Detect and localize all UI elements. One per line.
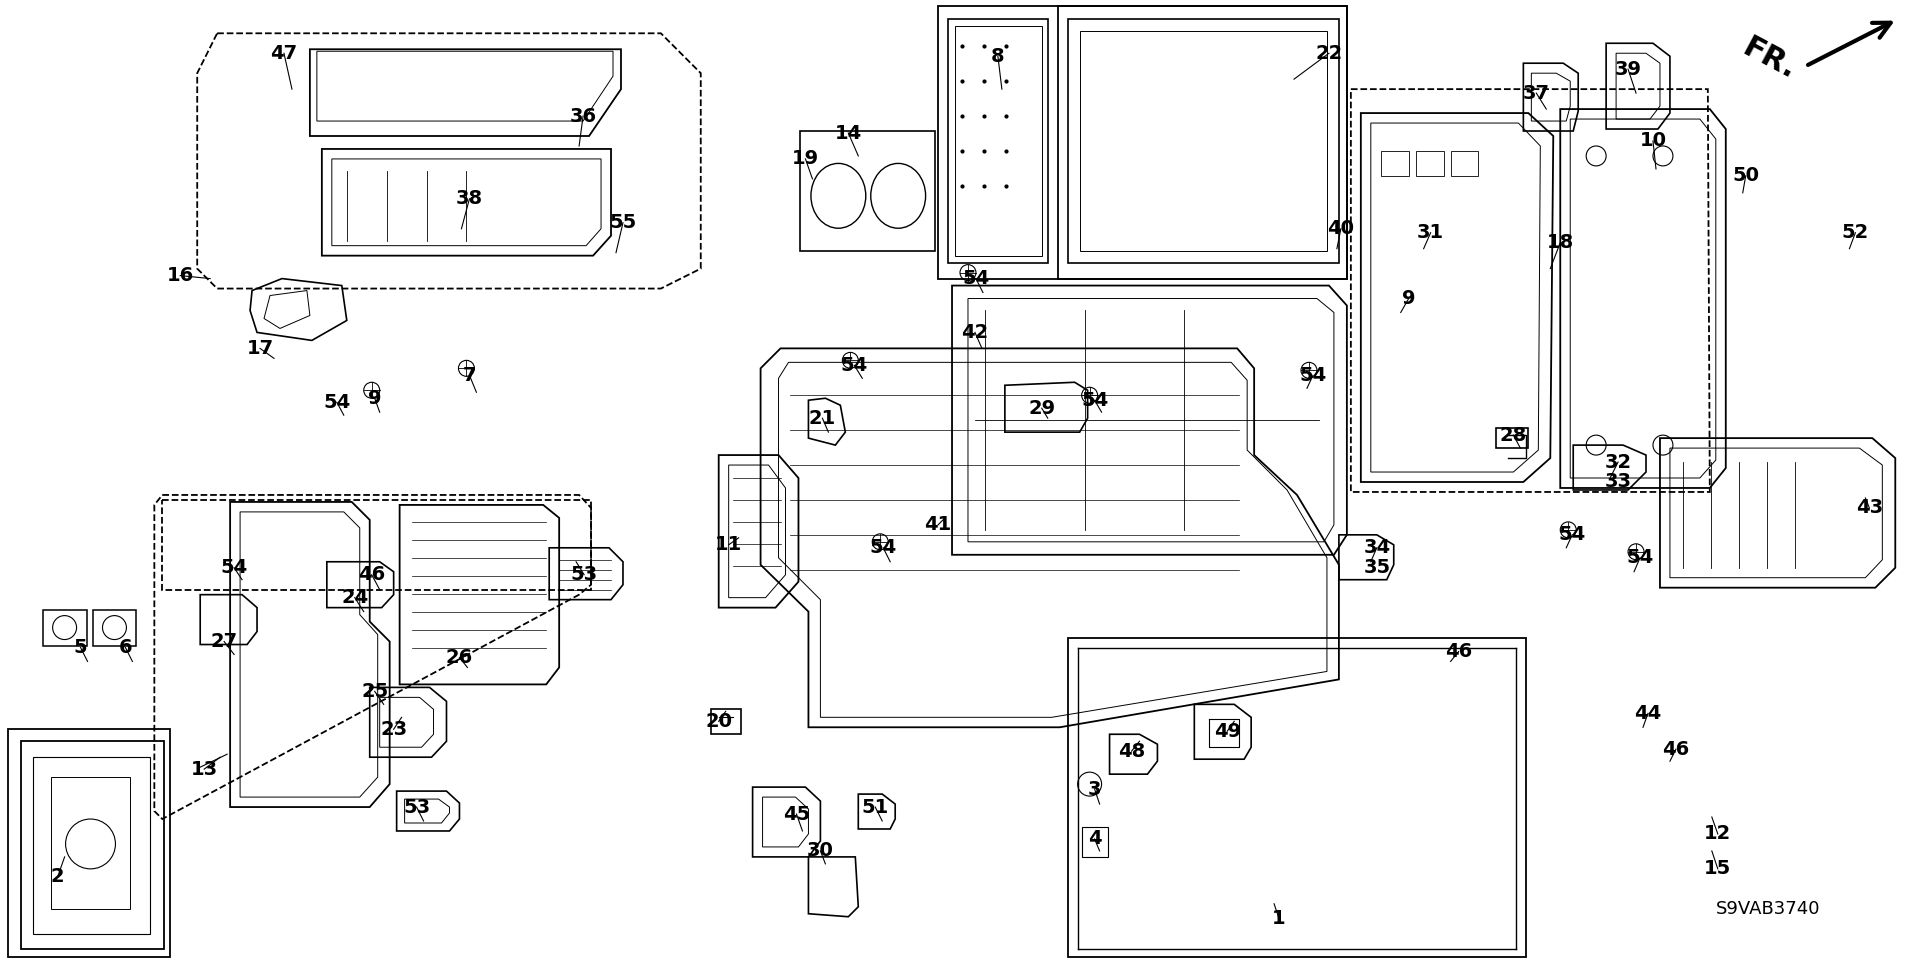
Text: 54: 54: [870, 538, 897, 557]
Text: 54: 54: [1081, 390, 1108, 409]
Text: 46: 46: [1663, 739, 1690, 759]
Text: 16: 16: [167, 266, 194, 285]
Text: 54: 54: [1300, 365, 1327, 385]
Text: 5: 5: [73, 638, 88, 657]
Text: 38: 38: [455, 189, 484, 208]
Text: 54: 54: [1559, 526, 1586, 545]
Text: 19: 19: [791, 150, 820, 169]
Text: 26: 26: [445, 648, 472, 667]
Text: 48: 48: [1117, 741, 1144, 760]
Text: 23: 23: [380, 720, 407, 738]
Text: 43: 43: [1857, 499, 1884, 518]
Text: 13: 13: [190, 760, 217, 779]
Text: 12: 12: [1705, 825, 1732, 844]
Text: 30: 30: [806, 841, 833, 860]
Text: 41: 41: [924, 515, 952, 534]
Text: 29: 29: [1029, 399, 1056, 418]
Text: 21: 21: [808, 409, 835, 428]
Text: 1: 1: [1273, 909, 1286, 928]
Text: 51: 51: [862, 798, 889, 816]
Text: 22: 22: [1315, 44, 1342, 62]
Text: 53: 53: [570, 565, 597, 584]
Bar: [8, 729, 171, 957]
Text: 9: 9: [369, 388, 382, 408]
Text: 46: 46: [1446, 642, 1473, 661]
Text: 54: 54: [841, 356, 868, 375]
Text: 15: 15: [1705, 859, 1732, 878]
Text: 54: 54: [962, 269, 989, 288]
Text: 24: 24: [342, 588, 369, 607]
Text: 47: 47: [271, 44, 298, 62]
Text: 11: 11: [714, 535, 743, 554]
Text: 36: 36: [570, 106, 597, 126]
Text: 20: 20: [705, 712, 732, 731]
Text: 54: 54: [221, 558, 248, 577]
Text: 32: 32: [1605, 453, 1632, 472]
Text: 37: 37: [1523, 83, 1549, 103]
Text: 27: 27: [211, 632, 238, 651]
Text: 45: 45: [783, 805, 810, 824]
Text: FR.: FR.: [1738, 34, 1801, 85]
Text: 3: 3: [1089, 780, 1102, 799]
Bar: [1068, 638, 1526, 957]
Text: 50: 50: [1732, 166, 1759, 185]
Text: 54: 54: [1626, 549, 1653, 568]
Text: 2: 2: [50, 867, 65, 886]
Text: 42: 42: [962, 323, 989, 342]
Text: 52: 52: [1841, 223, 1868, 243]
Text: 28: 28: [1500, 426, 1526, 445]
Text: 44: 44: [1634, 704, 1661, 723]
Bar: [939, 7, 1346, 278]
Text: 14: 14: [835, 124, 862, 143]
Text: 17: 17: [246, 339, 273, 358]
Text: 25: 25: [361, 682, 388, 701]
Text: 39: 39: [1615, 59, 1642, 79]
Text: 18: 18: [1548, 233, 1574, 252]
Text: 40: 40: [1327, 220, 1354, 238]
Text: 31: 31: [1417, 223, 1444, 243]
Text: 49: 49: [1213, 722, 1240, 740]
Text: 46: 46: [359, 565, 386, 584]
Text: 35: 35: [1363, 558, 1390, 577]
Text: 10: 10: [1640, 131, 1667, 151]
Text: 7: 7: [463, 365, 476, 385]
Text: 34: 34: [1363, 538, 1390, 557]
Text: 33: 33: [1605, 473, 1632, 492]
Text: 9: 9: [1402, 289, 1415, 308]
Text: 4: 4: [1089, 830, 1102, 849]
Bar: [1058, 7, 1346, 278]
Text: 54: 54: [323, 393, 351, 411]
Text: 6: 6: [119, 638, 132, 657]
Text: S9VAB3740: S9VAB3740: [1716, 900, 1820, 918]
Text: 53: 53: [403, 798, 430, 816]
Text: 55: 55: [609, 213, 637, 232]
Text: 8: 8: [991, 47, 1004, 66]
